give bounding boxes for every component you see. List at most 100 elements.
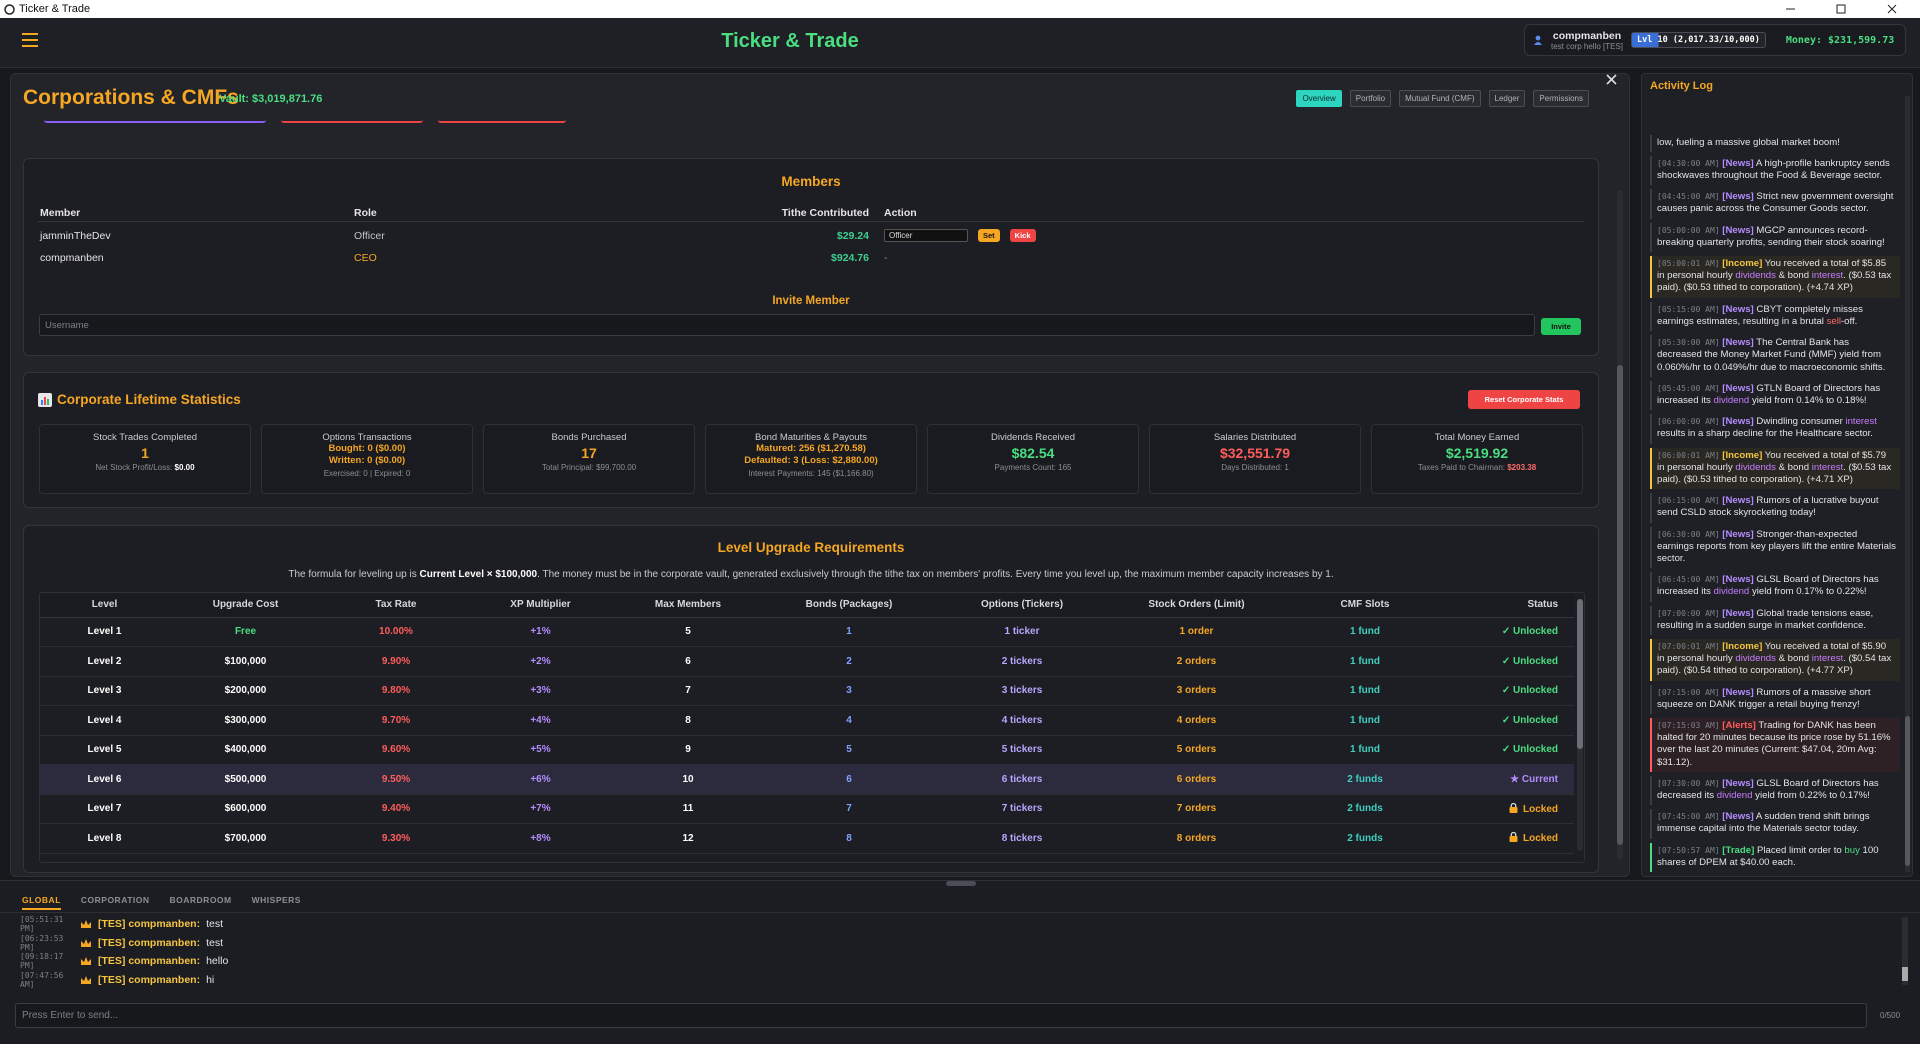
cell: 9.90% (322, 646, 470, 677)
cell: Level 2 (40, 646, 169, 677)
tab[interactable]: Permissions (1533, 90, 1589, 107)
cell-text: ✓ Unlocked (1501, 655, 1558, 667)
text: yield from 0.17% to 0.22%! (1749, 586, 1867, 598)
tab[interactable]: Ledger (1488, 90, 1526, 107)
text: . ($0.53 tax paid). ($0.53 tithed to cor… (1657, 461, 1892, 485)
cell: $100,000 (169, 646, 322, 677)
stat-label: Stock Trades Completed (92, 432, 198, 443)
text: . ($0.53 tax paid). ($0.53 tithed to cor… (1657, 270, 1892, 294)
text: yield from 0.22% to 0.17%! (1752, 789, 1870, 801)
cell: +6% (470, 764, 611, 795)
tab[interactable]: Portfolio (1349, 90, 1392, 107)
cell-text: 9.50% (381, 773, 411, 785)
reset-stats-button[interactable]: Reset Corporate Stats (1468, 390, 1580, 409)
cell: 6 (611, 646, 765, 677)
levels-card: Level Upgrade Requirements The formula f… (23, 525, 1599, 873)
highlight: Current Level × $100,000 (419, 569, 538, 580)
log-entry: [04:30:00 AM] [News] A high-profile bank… (1650, 155, 1900, 186)
text: MGCP announces record-breaking quarterly… (1657, 224, 1885, 248)
cell: 6 (765, 764, 933, 795)
cell: 4 (765, 705, 933, 736)
kick-button[interactable]: Kick (1009, 229, 1036, 242)
set-button[interactable]: Set (978, 229, 1000, 242)
cell-text: $100,000 (224, 655, 267, 667)
text: The formula for leveling up is (288, 569, 420, 580)
cell: 9 (611, 735, 765, 765)
cell-text: 11 (682, 803, 694, 815)
cell-text: 1 ticker (1004, 626, 1040, 638)
member-row: compmanben CEO $924.76 - (40, 252, 1580, 264)
level-badge: Lvl 10 (2,017.33/10,000) (1631, 32, 1766, 48)
user-box[interactable]: compmanben test corp hello [TES] Lvl 10 … (1524, 24, 1906, 56)
menu-button[interactable] (22, 33, 38, 47)
cell-text: 9.70% (381, 714, 411, 726)
stat-note: Interest Payments: 145 ($1,166.80) (706, 469, 916, 478)
log-tag: [Alerts] (1722, 719, 1756, 731)
message-text: hi (206, 973, 215, 986)
cell-text: 9 (685, 744, 691, 756)
log-time: [05:00:01 AM] (1657, 259, 1720, 269)
scroll-thumb (1617, 365, 1623, 845)
stat-value: 17 (581, 445, 597, 461)
tab[interactable]: Overview (1296, 90, 1342, 107)
cell-text: 6 (846, 773, 852, 785)
highlight: interest (1811, 461, 1844, 473)
chat-message: [09:18:17 PM] [TES] compmanben: hello (20, 952, 228, 970)
lock-icon (1509, 832, 1518, 843)
chat-tab[interactable]: GLOBAL (22, 895, 61, 910)
cell-text: 9.30% (381, 832, 411, 844)
crown-icon (81, 957, 91, 965)
log-tag: [News] (1722, 574, 1754, 586)
column-header: Level (40, 593, 169, 618)
cell: 9.70% (322, 705, 470, 736)
cell: 1 order (1111, 617, 1282, 647)
cell-text: 2 (846, 655, 852, 667)
cell: 6 orders (1111, 764, 1282, 795)
cell-text: 1 fund (1350, 626, 1380, 638)
cell: 4 orders (1111, 705, 1282, 736)
cell-text: +2% (530, 655, 551, 667)
cell: 7 (611, 676, 765, 706)
chat-tab[interactable]: BOARDROOM (169, 895, 232, 905)
role-select[interactable]: Officer (884, 229, 968, 242)
level-row: Level 4 $300,000 9.70% +4% 8 4 4 tickers 4 orde… (40, 705, 1574, 736)
chat-tab[interactable]: CORPORATION (80, 895, 150, 905)
cell: 8 tickers (933, 823, 1111, 854)
cell-text: 5 tickers (1001, 744, 1043, 756)
cell-text: 5 (846, 744, 852, 756)
log-time: [06:00:00 AM] (1657, 417, 1720, 427)
cell-text: 1 fund (1350, 685, 1380, 697)
text: GLSL Board of Directors has increased it… (1657, 574, 1879, 598)
window-controls[interactable] (1780, 0, 1920, 18)
invite-input[interactable]: Username (39, 314, 1535, 336)
cell: +8% (470, 823, 611, 854)
tab[interactable]: Mutual Fund (CMF) (1399, 90, 1481, 107)
cell-text: 10.00% (379, 626, 413, 638)
text: Placed limit order to (1756, 844, 1845, 856)
log-tag: [News] (1722, 382, 1754, 394)
text: Days Distributed: 1 (1221, 463, 1289, 472)
resize-handle[interactable] (946, 881, 976, 886)
text: yield from 0.14% to 0.18%! (1749, 394, 1867, 406)
modal-scrollbar (1617, 190, 1623, 860)
levels-table: Level Upgrade Cost Tax Rate XP Multiplier Ma… (40, 593, 1574, 854)
cell: Locked (1448, 794, 1574, 824)
cell: Level 4 (40, 705, 169, 736)
cell-text: 6 orders (1176, 773, 1217, 785)
cell-text: 6 tickers (1001, 773, 1043, 785)
chat-input[interactable]: Press Enter to send... (15, 1003, 1867, 1028)
corporation-modal: Corporations & CMFs Vault: $3,019,871.76… (10, 73, 1630, 877)
chat-tab[interactable]: WHISPERS (251, 895, 301, 905)
cell-text: 4 (846, 714, 852, 726)
cell-text: 3 tickers (1001, 685, 1043, 697)
window-titlebar: Ticker & Trade (0, 0, 1920, 18)
cell: ✓ Unlocked (1448, 617, 1574, 647)
cell: $500,000 (169, 764, 322, 795)
column-header: Role (354, 207, 377, 219)
log-tag: [News] (1722, 337, 1754, 349)
stat-value: 1 (141, 445, 149, 461)
log-entry: [07:00:01 AM] [Income] You received a to… (1650, 638, 1900, 681)
close-button[interactable] (1605, 73, 1619, 87)
invite-button[interactable]: Invite (1541, 318, 1581, 335)
app-title: Ticker & Trade (721, 30, 859, 52)
